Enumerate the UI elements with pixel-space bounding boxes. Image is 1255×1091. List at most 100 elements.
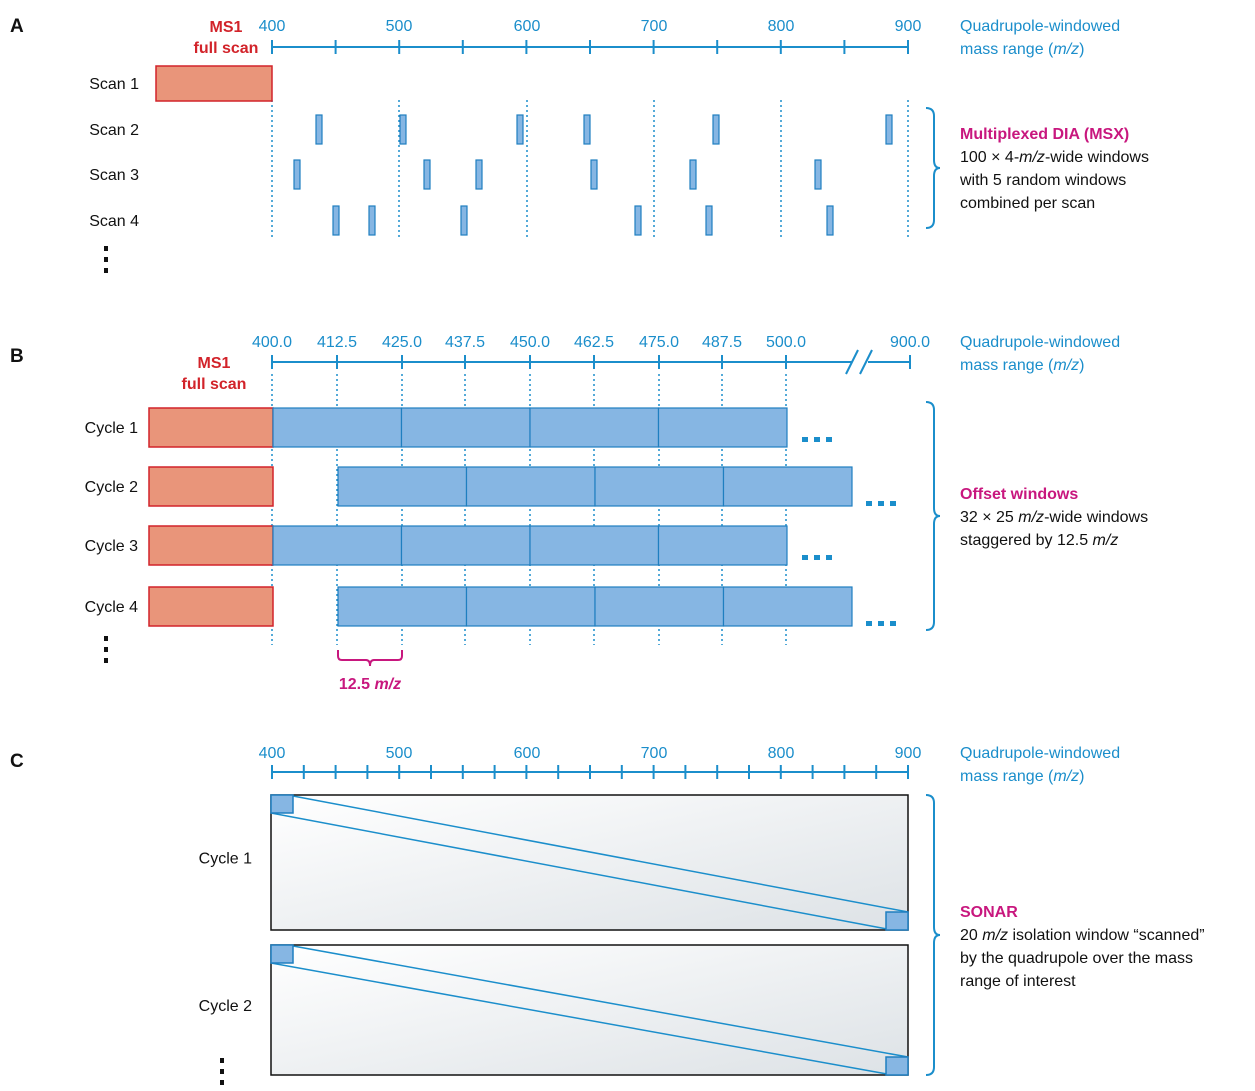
tick-label: 900 — [895, 18, 922, 35]
scan-path — [270, 962, 888, 1075]
description-line-part: 20 — [960, 927, 982, 944]
axis-title-part: Quadrupole-windowed — [960, 334, 1120, 351]
isolation-window — [293, 159, 301, 190]
row-label: Cycle 2 — [199, 998, 252, 1015]
axis-title-part: mass range ( — [960, 41, 1054, 58]
ms1-box — [148, 525, 274, 566]
isolation-window — [814, 159, 822, 190]
ellipsis-dot — [826, 555, 832, 560]
ellipsis-dot — [220, 1069, 224, 1074]
ellipsis-dot — [814, 437, 820, 442]
tick-label: 600 — [514, 18, 541, 35]
tick-label: 400 — [259, 745, 286, 762]
ms1-box — [155, 65, 273, 102]
isolation-window — [272, 407, 403, 448]
description-line-part: combined per scan — [960, 195, 1095, 212]
tick-label: 425.0 — [382, 334, 422, 351]
ellipsis-dot — [890, 501, 896, 506]
description-line-part: m/z — [982, 927, 1008, 944]
isolation-window — [337, 466, 468, 507]
row-label: Cycle 3 — [85, 538, 138, 555]
axis-title: mass range (m/z) — [960, 357, 1084, 374]
row-label: Cycle 2 — [85, 479, 138, 496]
tick-label: 700 — [641, 745, 668, 762]
ellipsis-dot — [826, 437, 832, 442]
description-line-part: 32 × 25 — [960, 509, 1018, 526]
description-line-part: with 5 random windows — [959, 172, 1126, 189]
isolation-window — [590, 159, 598, 190]
ms1-box — [148, 407, 274, 448]
isolation-window — [475, 159, 483, 190]
description-title: Multiplexed DIA (MSX) — [960, 126, 1129, 143]
isolation-window — [657, 407, 788, 448]
isolation-window — [332, 205, 340, 236]
tick-label: 462.5 — [574, 334, 614, 351]
ellipsis-dot — [802, 555, 808, 560]
isolation-window — [465, 466, 596, 507]
brace — [925, 794, 941, 1076]
ellipsis-dot — [220, 1080, 224, 1085]
offset-label-part: 12.5 — [339, 676, 375, 693]
panel-letter: A — [10, 16, 24, 37]
isolation-window — [399, 114, 407, 145]
ellipsis-dot — [104, 257, 108, 262]
ellipsis-dot — [104, 268, 108, 273]
description-line: with 5 random windows — [959, 172, 1126, 189]
offset-label: 12.5 m/z — [339, 676, 401, 693]
description-line-part: m/z — [1018, 509, 1044, 526]
tick-label: 900.0 — [890, 334, 930, 351]
ellipsis-dot — [104, 658, 108, 663]
ms1-label: MS1 — [198, 355, 231, 372]
description-line: 100 × 4-m/z-wide windows — [960, 149, 1149, 166]
tick-label: 500 — [386, 18, 413, 35]
isolation-window — [634, 205, 642, 236]
axis-title-part: ) — [1079, 768, 1084, 785]
isolation-window — [529, 407, 660, 448]
description-line: 20 m/z isolation window “scanned” — [960, 927, 1205, 944]
isolation-window — [270, 794, 294, 814]
axis-title-part: ) — [1079, 41, 1084, 58]
ms1-box — [148, 586, 274, 627]
description-line-part: m/z — [1093, 532, 1119, 549]
axis-title-part: mass range ( — [960, 768, 1054, 785]
isolation-window — [657, 525, 788, 566]
isolation-window — [460, 205, 468, 236]
row-label: Scan 4 — [89, 213, 139, 230]
isolation-window — [594, 466, 725, 507]
description-line-part: by the quadrupole over the mass — [960, 950, 1193, 967]
description-line: range of interest — [960, 973, 1076, 990]
axis-title: mass range (m/z) — [960, 768, 1084, 785]
scan-path — [292, 945, 909, 1058]
description-line: staggered by 12.5 m/z — [960, 532, 1118, 549]
tick-label: 800 — [768, 18, 795, 35]
scan-path — [292, 795, 909, 913]
isolation-window — [315, 114, 323, 145]
scan-path — [270, 812, 888, 930]
tick-label: 475.0 — [639, 334, 679, 351]
isolation-window — [583, 114, 591, 145]
axis-break — [845, 349, 859, 375]
ms1-label: full scan — [182, 376, 247, 393]
isolation-window — [337, 586, 468, 627]
description-title: SONAR — [960, 904, 1018, 921]
row-label: Scan 1 — [89, 76, 139, 93]
description-line-part: range of interest — [960, 973, 1076, 990]
axis-title: Quadrupole-windowed — [960, 18, 1120, 35]
tick-label: 400.0 — [252, 334, 292, 351]
description-line-part: -wide windows — [1045, 149, 1149, 166]
cycle-box — [270, 944, 909, 1076]
isolation-window — [885, 911, 909, 931]
isolation-window — [885, 114, 893, 145]
description-title: Offset windows — [960, 486, 1078, 503]
ellipsis-dot — [220, 1058, 224, 1063]
panel-letter: C — [10, 751, 24, 772]
isolation-window — [516, 114, 524, 145]
isolation-window — [272, 525, 403, 566]
tick-label: 500 — [386, 745, 413, 762]
panel-letter: B — [10, 346, 24, 367]
description-line: combined per scan — [960, 195, 1095, 212]
ellipsis-dot — [866, 501, 872, 506]
isolation-window — [885, 1056, 909, 1076]
